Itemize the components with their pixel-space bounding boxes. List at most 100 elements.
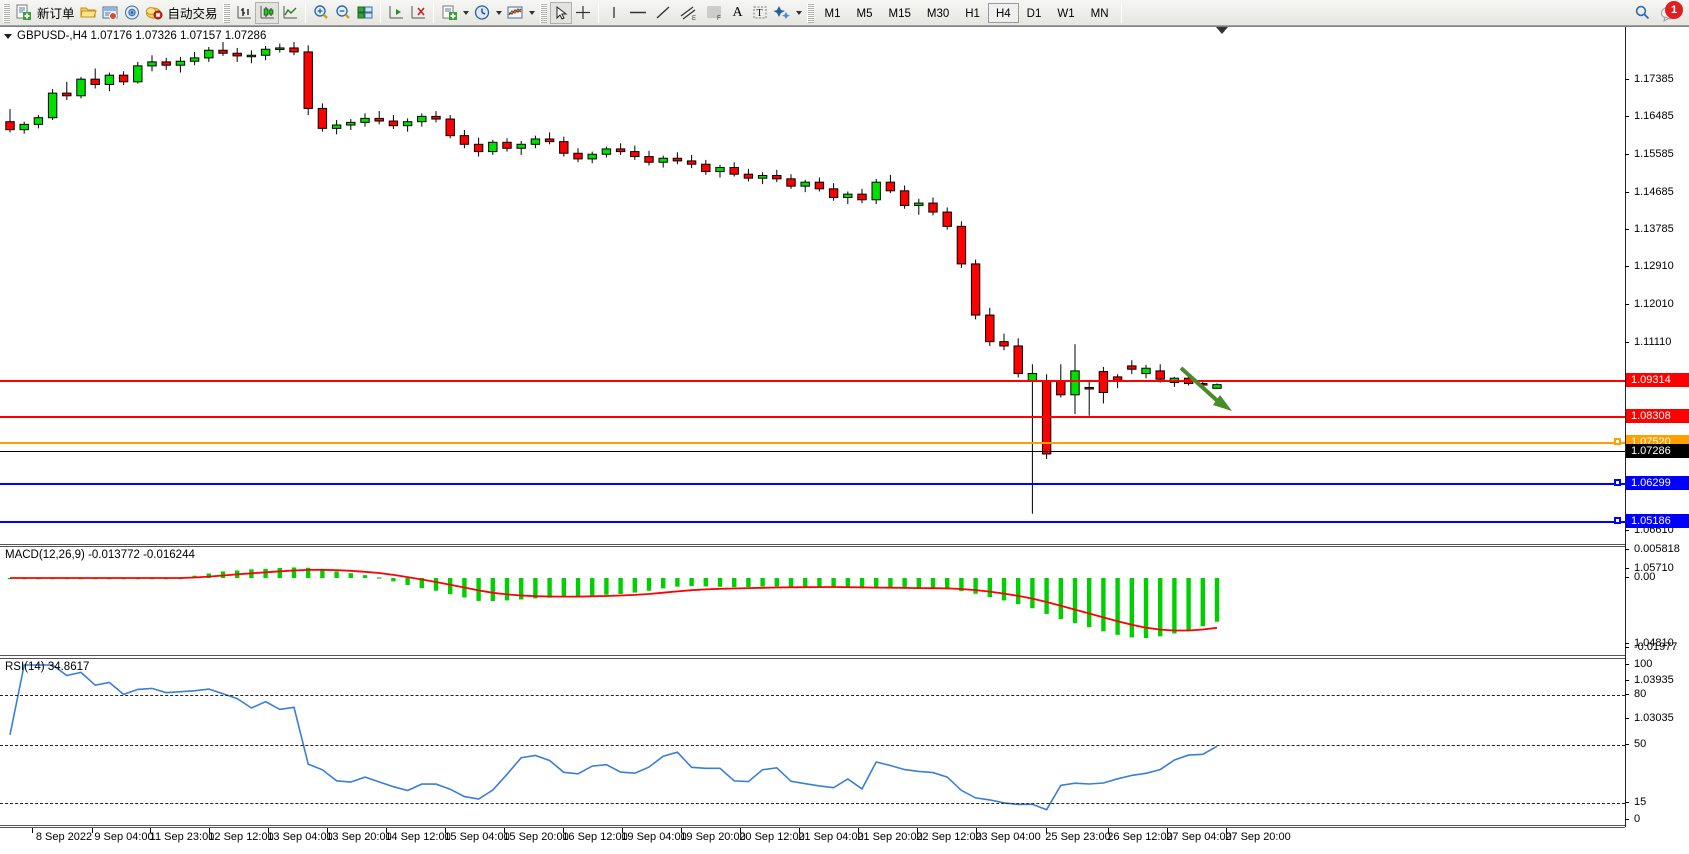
toolbar-grip-3[interactable] (539, 2, 547, 23)
price-pane[interactable]: GBPUSD-,H4 1.07176 1.07326 1.07157 1.072… (0, 27, 1625, 545)
rsi-pane[interactable]: RSI(14) 34.8617 (0, 658, 1625, 826)
time-axis-tick (268, 828, 269, 833)
support-2-anchor[interactable] (1614, 517, 1621, 524)
timeframe-m15[interactable]: M15 (888, 7, 911, 20)
equidistant-channel-tool[interactable]: E (675, 2, 701, 24)
search-button[interactable] (1631, 2, 1653, 24)
chevron-down-icon[interactable] (462, 10, 469, 15)
entry-line[interactable] (0, 442, 1625, 444)
clock-icon (474, 5, 489, 20)
zoom-out-icon (335, 5, 350, 19)
resistance-line-2[interactable] (0, 416, 1625, 418)
macd-pane[interactable]: MACD(12,26,9) -0.013772 -0.016244 (0, 546, 1625, 656)
support-line-2[interactable] (0, 521, 1625, 523)
toolbar-grip-4[interactable] (806, 2, 814, 23)
periods-button[interactable] (471, 2, 504, 24)
folder-icon (79, 7, 97, 18)
timeframe-mn[interactable]: MN (1090, 7, 1109, 20)
support-line-1[interactable] (0, 483, 1625, 485)
horizontal-line-tool[interactable] (625, 2, 651, 24)
time-axis[interactable]: 8 Sep 2022 9 Sep 04:00 11 Sep 23:00 12 Sep … (0, 827, 1625, 854)
toolbar-right-group: 1 (1631, 0, 1689, 24)
timeframe-w1[interactable]: W1 (1057, 7, 1075, 20)
bar-chart-button[interactable] (233, 2, 255, 24)
indicators-button[interactable] (504, 2, 537, 24)
new-order-button[interactable]: 新订单 (13, 2, 77, 24)
tile-windows-button[interactable] (354, 2, 376, 24)
rsi-axis-tick: 0 (1625, 813, 1689, 826)
time-axis-tick (1108, 828, 1109, 833)
toolbar-grip[interactable] (3, 2, 10, 23)
terminal-button[interactable] (99, 2, 121, 24)
tile-windows-icon (357, 6, 373, 19)
timeframe-h1[interactable]: H1 (965, 7, 980, 20)
navigator-icon (124, 5, 139, 20)
chevron-down-icon-2[interactable] (495, 10, 502, 15)
fibonacci-tool[interactable]: F (701, 2, 727, 24)
price-axis-tick: 1.12910 (1625, 260, 1689, 273)
expert-advisors-button[interactable] (77, 2, 99, 24)
timeframe-m5[interactable]: M5 (856, 7, 873, 20)
main-toolbar: 新订单 自动交易 (0, 0, 1689, 26)
text-label-icon: T (753, 6, 767, 19)
chart-menu-caret-icon[interactable] (4, 33, 12, 39)
templates-button[interactable] (438, 2, 471, 24)
notifications-button[interactable]: 1 (1657, 0, 1683, 24)
time-axis-tick (799, 828, 800, 833)
timeframe-m1[interactable]: M1 (824, 7, 841, 20)
price-axis-tick: 1.11110 (1625, 336, 1689, 349)
crosshair-tool[interactable] (572, 2, 594, 24)
bar-chart-icon (237, 6, 251, 19)
vertical-line-tool[interactable] (603, 2, 625, 24)
rsi-axis-tick: 15 (1625, 796, 1689, 809)
template-icon (442, 5, 457, 20)
price-level-label[interactable]: 1.08308 (1626, 409, 1689, 423)
price-level-label[interactable]: 1.07286 (1626, 444, 1689, 458)
svg-text:T: T (756, 8, 762, 19)
time-axis-label: 12 Sep 12:00 (208, 831, 274, 843)
chart-shift-button[interactable] (385, 2, 407, 24)
price-level-label[interactable]: 1.09314 (1626, 373, 1689, 387)
time-axis-label: 21 Sep 04:00 (798, 831, 864, 843)
shapes-icon (773, 6, 790, 19)
text-label-tool[interactable]: T (749, 2, 771, 24)
chart-shift-icon (389, 6, 403, 19)
time-axis-tick (1046, 828, 1047, 833)
candlestick-chart-button[interactable] (254, 1, 279, 24)
shapes-tool[interactable] (771, 2, 804, 24)
resistance-line-1[interactable] (0, 380, 1625, 382)
line-chart-button[interactable] (279, 2, 301, 24)
timeframe-m30[interactable]: M30 (926, 7, 950, 20)
chevron-down-icon-4[interactable] (795, 10, 802, 15)
chart-autoscroll-button[interactable] (407, 2, 429, 24)
price-level-label[interactable]: 1.06299 (1626, 476, 1689, 490)
time-axis-label: 27 Sep 20:00 (1225, 831, 1291, 843)
timeframe-d1[interactable]: D1 (1026, 7, 1042, 20)
time-axis-label: 9 Sep 04:00 (94, 831, 154, 843)
text-tool[interactable]: A (727, 2, 749, 24)
time-axis-tick (386, 828, 387, 833)
support-1-anchor[interactable] (1614, 479, 1621, 486)
candlestick-icon (260, 6, 274, 19)
cursor-tool[interactable] (549, 1, 572, 24)
search-icon (1635, 5, 1649, 20)
horizontal-line-icon (629, 11, 646, 14)
price-level-label[interactable]: 1.05186 (1626, 514, 1689, 528)
new-order-label: 新订单 (37, 7, 75, 21)
toolbar-separator-3 (432, 2, 434, 23)
toolbar-grip-2[interactable] (222, 2, 230, 23)
rsi-label: RSI(14) 34.8617 (5, 661, 90, 673)
price-axis[interactable]: 1.17385 1.16485 1.15585 1.14685 1.13785 1.129… (1625, 27, 1689, 827)
timeframe-h4[interactable]: H4 (987, 2, 1019, 23)
trendline-tool[interactable] (651, 2, 675, 24)
arrow-cursor-icon (556, 5, 567, 20)
zoom-out-button[interactable] (332, 2, 354, 24)
navigator-button[interactable] (121, 2, 143, 24)
chevron-down-icon-3[interactable] (528, 10, 535, 15)
down-arrow-annotation[interactable] (0, 27, 1625, 545)
entry-line-anchor[interactable] (1614, 438, 1621, 445)
current-price-line[interactable] (0, 451, 1625, 452)
autotrading-button[interactable]: 自动交易 (143, 2, 220, 24)
trendline-icon (656, 6, 670, 19)
zoom-in-button[interactable] (310, 2, 332, 24)
